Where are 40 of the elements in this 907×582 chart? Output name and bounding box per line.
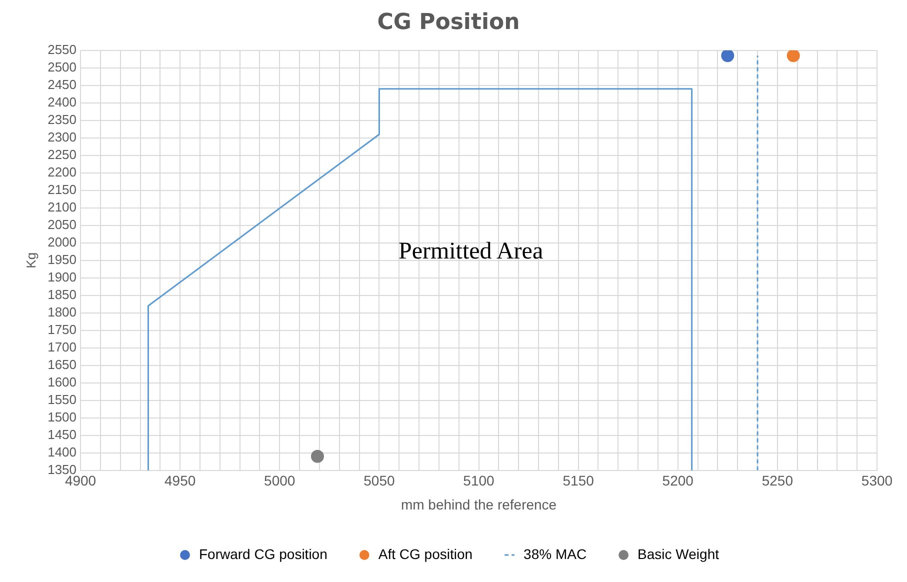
y-tick-label: 2000 <box>48 234 77 250</box>
y-tick-label: 2450 <box>48 76 77 92</box>
x-tick-label: 4950 <box>164 472 196 489</box>
legend-label: Forward CG position <box>199 546 328 562</box>
x-tick-label: 5050 <box>364 472 395 489</box>
y-axis-title: Kg <box>23 252 38 268</box>
x-tick-label: 5250 <box>762 472 794 489</box>
y-tick-label: 1800 <box>48 304 77 320</box>
y-tick-label: 1700 <box>48 339 77 354</box>
annotation: Permitted Area <box>398 238 544 264</box>
y-tick-label: 1400 <box>48 444 77 460</box>
y-tick-label: 1500 <box>48 409 77 424</box>
y-tick-label: 2350 <box>48 112 77 127</box>
legend-label: Aft CG position <box>378 546 473 562</box>
y-tick-label: 2200 <box>48 164 77 180</box>
y-tick-label: 1750 <box>48 322 77 337</box>
y-tick-label: 1850 <box>48 286 77 302</box>
y-tick-label: 1450 <box>48 426 77 442</box>
y-tick-label: 2150 <box>48 182 77 197</box>
x-tick-label: 5150 <box>562 472 594 489</box>
legend-label: Basic Weight <box>638 546 720 562</box>
y-tick-label: 2400 <box>48 94 77 110</box>
legend-label: 38% MAC <box>524 546 587 562</box>
x-tick-label: 5100 <box>463 472 495 489</box>
x-axis-title: mm behind the reference <box>400 496 557 512</box>
x-tick-label: 5200 <box>662 472 694 489</box>
y-tick-label: 1900 <box>48 269 77 284</box>
y-tick-label: 1550 <box>48 392 77 407</box>
y-tick-label: 1650 <box>48 356 77 372</box>
chart-title: CG Position <box>377 10 520 35</box>
y-tick-label: 2100 <box>48 199 77 214</box>
y-tick-label: 2250 <box>48 146 77 162</box>
y-tick-label: 1950 <box>48 252 77 267</box>
y-tick-label: 2050 <box>48 216 77 232</box>
y-tick-label: 2550 <box>48 42 77 57</box>
x-tick-label: 5000 <box>264 472 296 489</box>
y-tick-label: 2500 <box>48 59 77 74</box>
x-tick-label: 5300 <box>861 472 893 489</box>
y-tick-label: 1600 <box>48 374 77 390</box>
y-tick-label: 2300 <box>48 129 77 144</box>
